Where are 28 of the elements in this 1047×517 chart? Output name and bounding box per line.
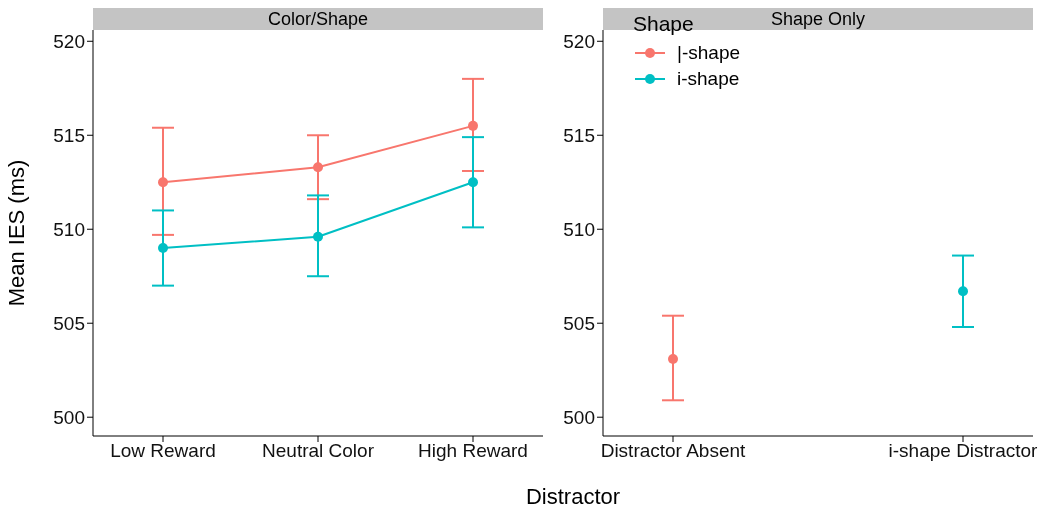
- legend-title: Shape: [633, 12, 695, 36]
- point: [158, 243, 168, 254]
- point: [468, 177, 478, 188]
- y-tick-label: 510: [563, 218, 595, 240]
- x-axis-title: Distractor: [524, 484, 622, 510]
- legend-label: |-shape: [677, 42, 741, 64]
- y-axis-title: Mean IES (ms): [3, 159, 29, 307]
- x-tick-label: Neutral Color: [262, 440, 375, 462]
- y-tick-label: 515: [53, 125, 85, 146]
- y-tick-label: 520: [53, 31, 85, 53]
- point: [313, 162, 323, 173]
- chart-title: Shape Only: [770, 9, 866, 29]
- legend-label: i-shape: [677, 68, 740, 90]
- point: [468, 120, 478, 131]
- x-tick-label: Distractor Absent: [600, 440, 747, 462]
- chart-title: Color/Shape: [93, 8, 543, 30]
- x-tick-label: High Reward: [418, 440, 528, 462]
- y-tick-label: 505: [563, 312, 595, 334]
- x-tick-label: i-shape Distractor: [888, 440, 1039, 462]
- y-tick-label: 520: [563, 31, 595, 53]
- y-tick-label: 515: [563, 125, 595, 146]
- point: [313, 231, 323, 242]
- y-tick-label: 500: [563, 406, 595, 428]
- point: [158, 177, 168, 188]
- x-tick-label: Low Reward: [110, 440, 216, 462]
- y-tick-label: 500: [53, 406, 85, 428]
- y-tick-label: 505: [53, 312, 85, 334]
- y-tick-label: 510: [53, 218, 85, 240]
